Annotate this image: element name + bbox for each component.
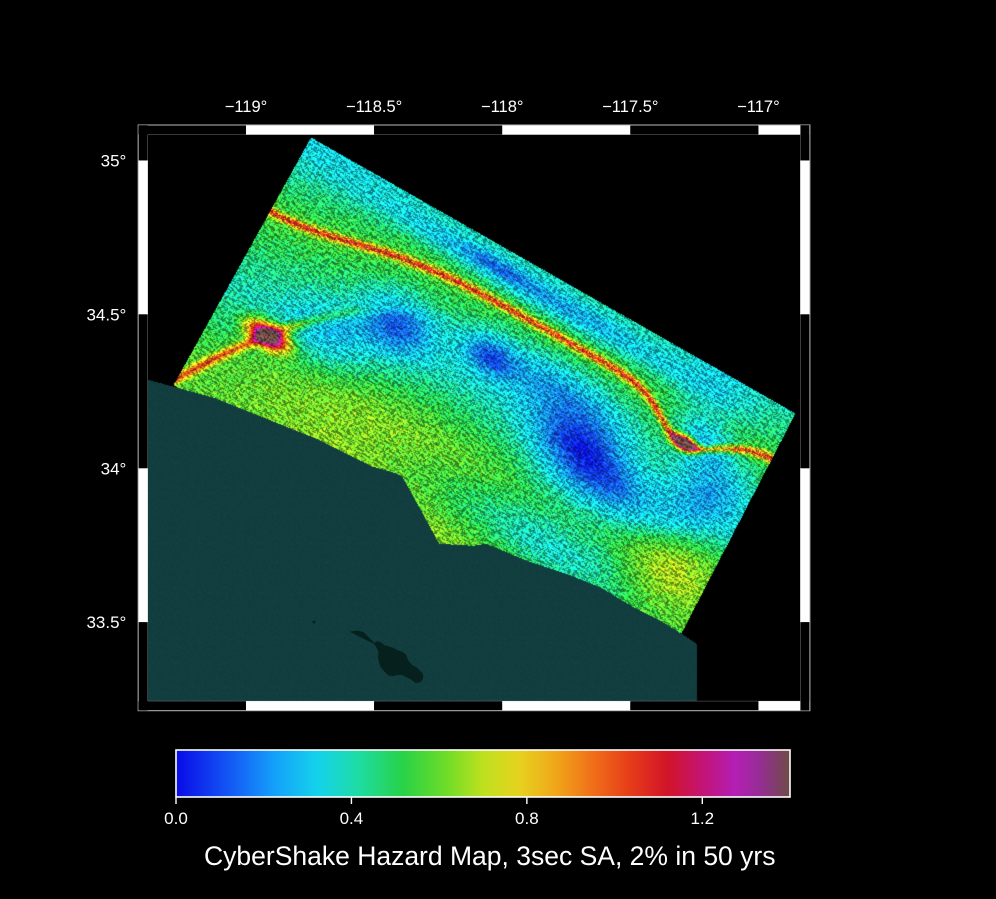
svg-text:0.8: 0.8 xyxy=(515,809,539,828)
svg-text:−117.5°: −117.5° xyxy=(602,98,658,116)
svg-text:1.2: 1.2 xyxy=(690,809,714,828)
svg-text:−117°: −117° xyxy=(737,98,780,116)
svg-text:35°: 35° xyxy=(101,151,127,170)
svg-text:−119°: −119° xyxy=(225,98,268,116)
svg-text:−118.5°: −118.5° xyxy=(346,98,402,116)
svg-text:33.5°: 33.5° xyxy=(86,613,126,632)
svg-text:34.5°: 34.5° xyxy=(86,305,126,324)
svg-text:0.0: 0.0 xyxy=(164,809,188,828)
svg-text:CyberShake Hazard Map, 3sec SA: CyberShake Hazard Map, 3sec SA, 2% in 50… xyxy=(204,841,775,871)
svg-text:34°: 34° xyxy=(101,459,127,478)
svg-text:−118°: −118° xyxy=(481,98,524,116)
svg-text:0.4: 0.4 xyxy=(340,809,364,828)
